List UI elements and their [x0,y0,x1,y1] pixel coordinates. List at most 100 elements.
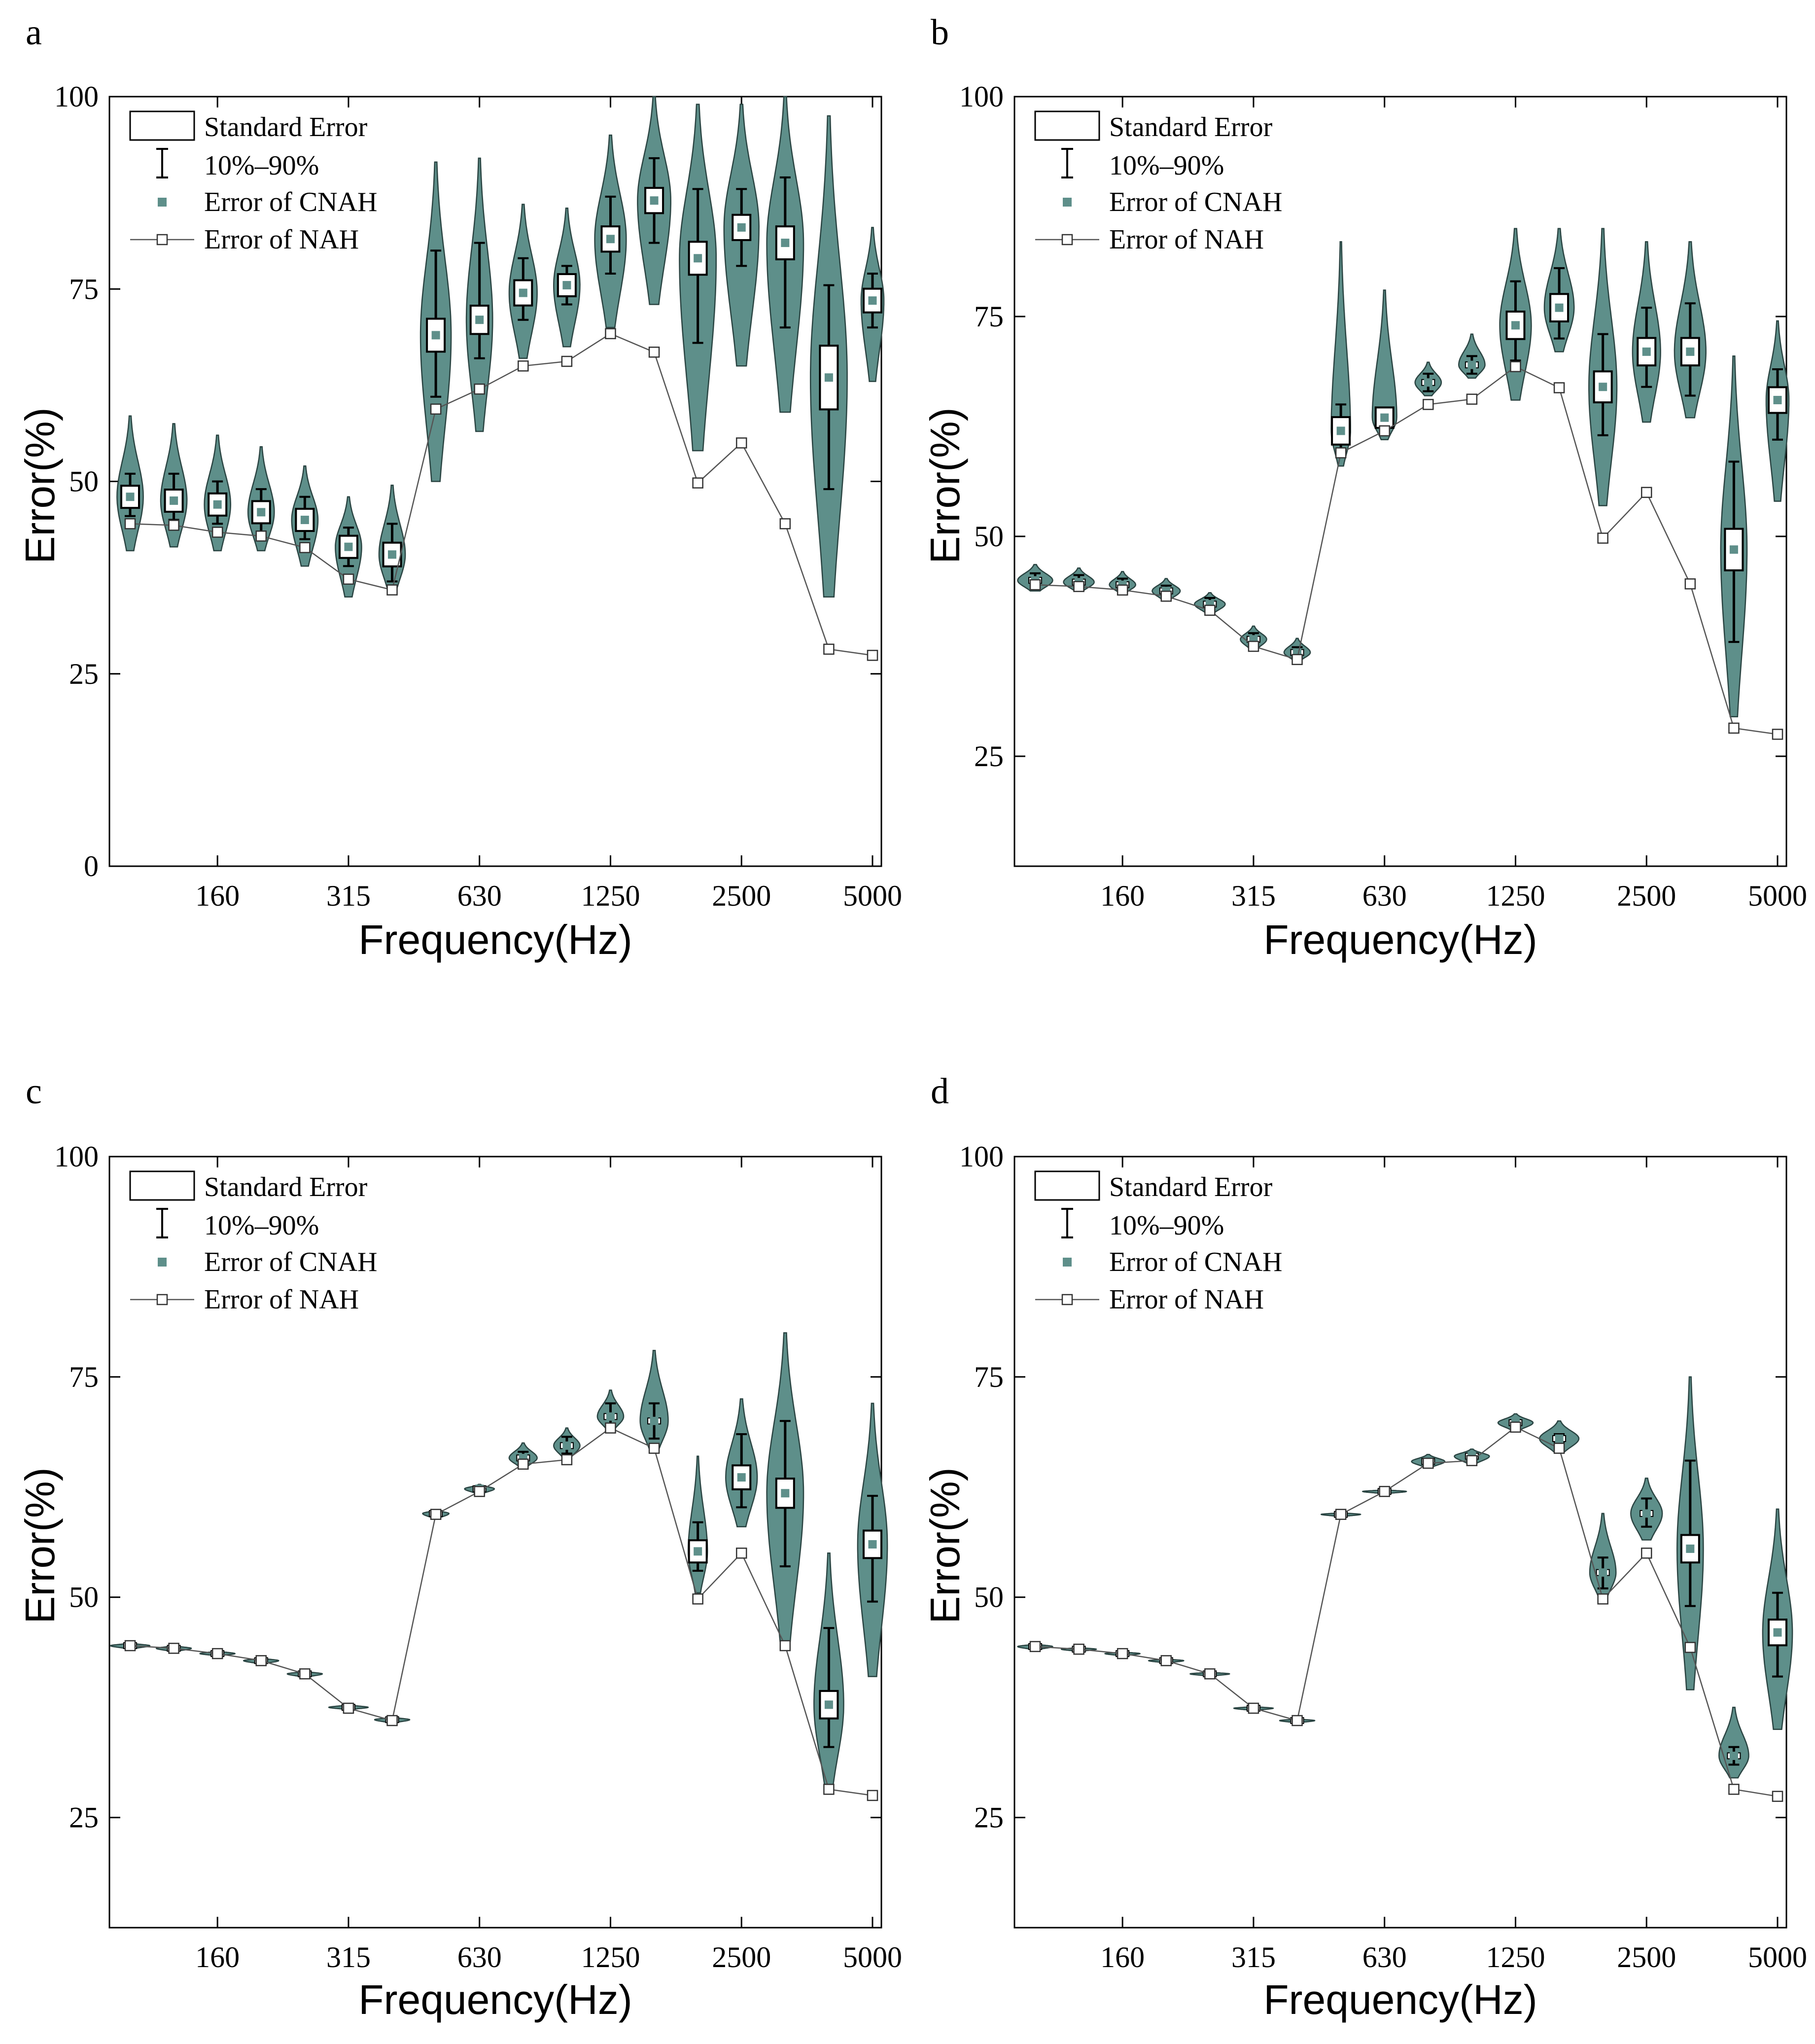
cnah-marker [868,296,877,305]
panel-label-c: c [26,1071,42,1112]
y-tick-label: 100 [54,1140,99,1173]
x-tick-label: 160 [1100,880,1145,912]
nah-point [1291,654,1303,666]
cnah-marker [519,288,527,297]
y-tick-label: 0 [84,850,99,882]
panel-d: d Error(%) Frequency(Hz) 25 50 75 100 160 315… [922,1071,1807,2023]
violins [1017,228,1790,717]
y-tick-label: 50 [974,520,1004,553]
nah-point [1553,382,1565,393]
x-axis-title-b: Frequency(Hz) [1263,916,1537,963]
nah-point [1423,399,1434,410]
cnah-marker [213,500,222,509]
x-tick-label: 160 [1100,1941,1145,1974]
cnah-marker [1555,1434,1564,1443]
cnah-marker [1686,347,1695,356]
violin-4000 [1718,1706,1749,1779]
cnah-marker [344,542,353,551]
violins [116,96,885,598]
y-axis-title-d: Error(%) [922,1467,968,1623]
nah-point [1510,361,1521,372]
nah-point [823,1784,835,1795]
legend-label-nah: Error of NAH [204,1284,359,1315]
nah-point [1248,640,1259,652]
standard-error-box [513,279,533,307]
nah-point [1117,1648,1128,1659]
x-tick-label: 5000 [1748,880,1807,912]
y-tick-label: 25 [974,1801,1004,1834]
nah-point [1379,425,1390,437]
cnah-marker [694,1547,702,1556]
nah-point [1772,729,1783,740]
nah-point [343,1702,354,1714]
nah-point [1597,1593,1608,1605]
cnah-marker [126,493,135,501]
nah-point [430,403,442,415]
legend-label-percentile: 10%–90% [204,150,319,181]
cnah-marker [431,331,440,340]
cnah-marker [606,1412,615,1421]
cnah-marker [650,196,659,205]
y-tick-label: 75 [974,300,1004,333]
legend-label-percentile: 10%–90% [1109,150,1224,181]
nah-point [1728,1784,1740,1795]
violins [1017,1376,1793,1779]
nah-point [779,518,791,529]
legend-nah-marker-icon [156,234,168,246]
plot-frame [1013,1156,1787,1929]
standard-error-box [1768,1619,1787,1647]
standard-error-box [1680,1534,1700,1564]
x-tick-label: 1250 [1486,880,1545,912]
cnah-marker [1773,395,1782,404]
panel-label-a: a [26,12,42,53]
legend-label-standard-error: Standard Error [1109,1172,1273,1202]
y-tick-label: 25 [69,658,99,690]
nah-point [1379,1485,1390,1497]
nah-point [1160,591,1172,602]
legend-label-cnah: Error of CNAH [204,187,377,217]
y-tick-label: 100 [959,1140,1004,1173]
nah-point [1204,1668,1216,1680]
nah-point [648,1443,660,1454]
nah-point [474,383,485,395]
cnah-marker [1599,383,1607,391]
legend-label-cnah: Error of CNAH [1109,1247,1282,1277]
nah-point [692,477,703,489]
nah-point [168,520,179,531]
nah-point [1029,1641,1041,1653]
nah-point [1684,1642,1696,1653]
violin-1600 [639,1349,669,1453]
y-tick-label: 50 [69,1581,99,1614]
nah-point [1335,447,1347,458]
y-tick-label: 100 [54,80,99,113]
cnah-marker [606,235,615,244]
cnah-marker [1336,426,1345,435]
y-tick-label: 75 [974,1361,1004,1393]
cnah-marker [170,496,178,505]
nah-point [735,1548,747,1559]
x-tick-label: 1250 [581,880,640,912]
legend-box-icon [129,110,195,141]
panel-c: c Error(%) Frequency(Hz) 25 50 75 100 160 315… [17,1071,902,2023]
x-axis-title-a: Frequency(Hz) [358,916,632,963]
legend-box-icon [1034,1170,1100,1201]
nah-point [1029,579,1041,591]
legend-cnah-icon [1063,1258,1072,1267]
nah-point [255,530,267,542]
legend-label-nah: Error of NAH [204,224,359,255]
nah-point [823,643,835,655]
x-axis-title-c: Frequency(Hz) [358,1976,632,2023]
x-tick-label: 2500 [712,880,771,912]
x-tick-label: 5000 [1748,1941,1807,1974]
legend-label-nah: Error of NAH [1109,224,1264,255]
legend-cnah-icon [158,198,167,207]
y-axis-title-b: Error(%) [922,407,968,564]
x-tick-label: 315 [326,880,371,912]
y-tick-label: 75 [69,1361,99,1393]
nah-point [1684,578,1696,590]
legend-nah-marker-icon [156,1294,168,1305]
cnah-marker [650,1416,659,1425]
legend: Standard Error 10%–90% Error of CNAH Error … [1034,110,1282,255]
cnah-marker [257,508,266,517]
nah-point [692,1593,703,1605]
